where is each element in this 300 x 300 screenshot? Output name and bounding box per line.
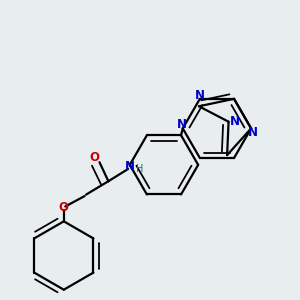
Text: O: O [59, 202, 69, 214]
Text: H: H [136, 164, 143, 174]
Text: N: N [195, 89, 205, 102]
Text: N: N [230, 115, 240, 128]
Text: N: N [125, 160, 135, 173]
Text: N: N [248, 126, 258, 140]
Text: O: O [89, 151, 99, 164]
Text: N: N [177, 118, 187, 131]
